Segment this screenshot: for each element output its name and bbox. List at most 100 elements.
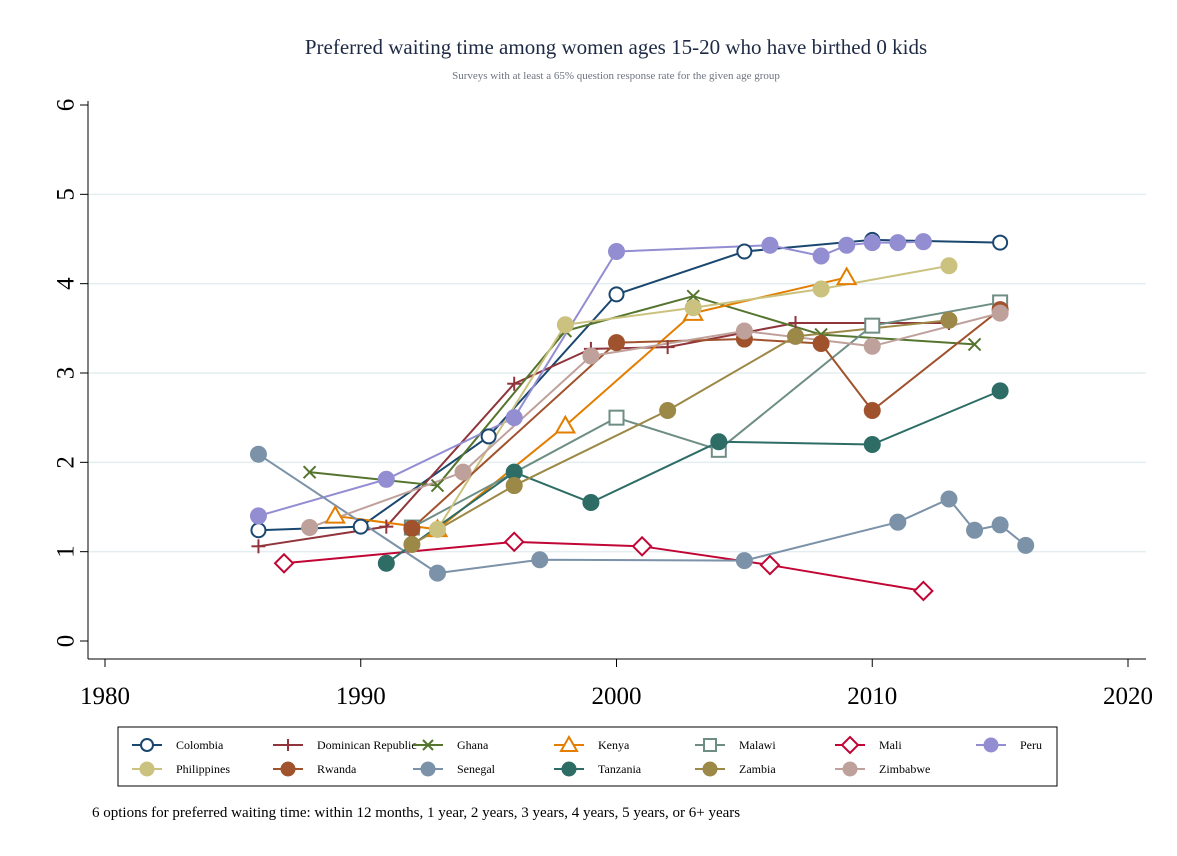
legend-label: Kenya bbox=[598, 738, 630, 752]
legend-item-senegal: Senegal bbox=[413, 761, 496, 777]
legend-swatch-marker bbox=[422, 739, 434, 751]
x-tick-label: 2010 bbox=[847, 683, 897, 710]
data-point-dominican-republic bbox=[507, 376, 522, 391]
x-tick-label: 1990 bbox=[336, 683, 386, 710]
legend-label: Senegal bbox=[457, 762, 496, 776]
data-point-dominican-republic bbox=[660, 340, 675, 355]
legend-item-philippines: Philippines bbox=[132, 761, 230, 777]
legend-label: Ghana bbox=[457, 738, 489, 752]
legend-swatch-marker bbox=[703, 738, 717, 752]
y-tick-label: 1 bbox=[53, 545, 80, 558]
data-point-senegal bbox=[428, 564, 446, 582]
legend-label: Tanzania bbox=[598, 762, 642, 776]
data-point-peru bbox=[812, 247, 830, 265]
data-point-dominican-republic bbox=[788, 315, 803, 330]
legend-label: Zimbabwe bbox=[879, 762, 930, 776]
x-tick-label: 1980 bbox=[80, 683, 130, 710]
data-point-peru bbox=[249, 507, 267, 525]
data-point-ghana bbox=[430, 478, 445, 493]
legend-swatch-marker bbox=[702, 761, 718, 777]
data-point-zambia bbox=[403, 536, 421, 554]
data-point-senegal bbox=[249, 445, 267, 463]
data-point-kenya bbox=[554, 414, 577, 434]
data-point-senegal bbox=[735, 552, 753, 570]
data-point-ghana bbox=[302, 465, 317, 479]
data-point-mali bbox=[503, 531, 525, 553]
legend-swatch-marker bbox=[139, 761, 155, 777]
data-point-colombia bbox=[480, 428, 497, 445]
data-point-colombia bbox=[608, 286, 625, 303]
data-point-philippines bbox=[428, 520, 446, 538]
data-point-mali bbox=[759, 554, 781, 576]
data-point-peru bbox=[608, 243, 625, 261]
chart-note: 6 options for preferred waiting time: wi… bbox=[92, 805, 740, 821]
data-point-senegal bbox=[1017, 536, 1035, 554]
axes: 0 1 2 3 4 5 6 1980 1990 2000 2010 2020 bbox=[53, 99, 1154, 710]
legend-swatch-marker bbox=[561, 761, 577, 777]
legend-item-kenya: Kenya bbox=[554, 734, 630, 752]
data-point-zambia bbox=[940, 311, 958, 329]
legend-label: Peru bbox=[1020, 738, 1042, 752]
legend-swatch-marker bbox=[420, 761, 436, 777]
legend-label: Mali bbox=[879, 738, 902, 752]
data-point-rwanda bbox=[403, 519, 421, 537]
legend-item-mali: Mali bbox=[835, 735, 902, 755]
series-line-rwanda bbox=[411, 308, 1001, 530]
y-tick-label: 2 bbox=[53, 456, 80, 469]
series-line-dominican-republic bbox=[258, 321, 949, 548]
data-point-zimbabwe bbox=[454, 463, 472, 481]
data-point-senegal bbox=[889, 513, 907, 531]
data-point-mali bbox=[912, 580, 934, 602]
data-point-malawi bbox=[864, 317, 881, 334]
data-point-senegal bbox=[991, 516, 1009, 534]
data-point-zimbabwe bbox=[863, 337, 881, 355]
data-point-rwanda bbox=[608, 334, 625, 352]
legend-swatch-marker bbox=[282, 739, 294, 751]
data-point-zambia bbox=[787, 327, 805, 345]
data-point-dominican-republic bbox=[379, 519, 394, 534]
data-point-zimbabwe bbox=[735, 322, 753, 340]
legend-item-dominican-republic: Dominican Republic bbox=[273, 738, 417, 752]
data-point-colombia bbox=[736, 243, 753, 260]
y-tick-label: 0 bbox=[53, 635, 80, 648]
data-point-peru bbox=[505, 409, 523, 427]
data-point-senegal bbox=[966, 521, 984, 539]
data-point-senegal bbox=[940, 490, 958, 508]
legend-swatch-marker bbox=[140, 738, 154, 752]
data-point-peru bbox=[761, 236, 779, 254]
data-point-zimbabwe bbox=[991, 304, 1009, 322]
data-point-colombia bbox=[250, 522, 267, 539]
data-point-senegal bbox=[531, 551, 549, 569]
chart-subtitle: Surveys with at least a 65% question res… bbox=[452, 70, 780, 82]
legend-item-colombia: Colombia bbox=[132, 738, 224, 752]
data-point-dominican-republic bbox=[251, 539, 266, 554]
legend-label: Philippines bbox=[176, 762, 230, 776]
data-point-philippines bbox=[556, 316, 574, 334]
gridlines bbox=[88, 193, 1146, 553]
data-point-ghana bbox=[686, 289, 700, 303]
series-markers bbox=[249, 231, 1035, 602]
series-line-peru bbox=[258, 240, 924, 517]
legend: Colombia Dominican Republic Ghana Kenya Mala… bbox=[117, 726, 1058, 787]
data-point-philippines bbox=[684, 299, 702, 317]
chart-title: Preferred waiting time among women ages … bbox=[305, 35, 927, 59]
data-point-philippines bbox=[940, 257, 958, 275]
data-point-philippines bbox=[812, 280, 830, 298]
legend-swatch-marker bbox=[840, 735, 860, 755]
data-point-colombia bbox=[352, 518, 369, 535]
series-line-ghana bbox=[309, 295, 975, 487]
data-point-tanzania bbox=[863, 435, 881, 453]
data-point-tanzania bbox=[377, 554, 395, 572]
data-point-peru bbox=[838, 236, 856, 254]
legend-item-malawi: Malawi bbox=[695, 738, 776, 752]
data-point-zambia bbox=[659, 402, 677, 420]
x-tick-label: 2000 bbox=[592, 683, 642, 710]
legend-label: Dominican Republic bbox=[317, 738, 417, 752]
data-point-kenya bbox=[324, 504, 346, 524]
legend-label: Malawi bbox=[739, 738, 776, 752]
data-point-rwanda bbox=[863, 402, 881, 420]
data-point-mali bbox=[631, 535, 653, 557]
data-point-mali bbox=[273, 552, 295, 574]
legend-label: Rwanda bbox=[317, 762, 357, 776]
x-tick-label: 2020 bbox=[1103, 683, 1153, 710]
